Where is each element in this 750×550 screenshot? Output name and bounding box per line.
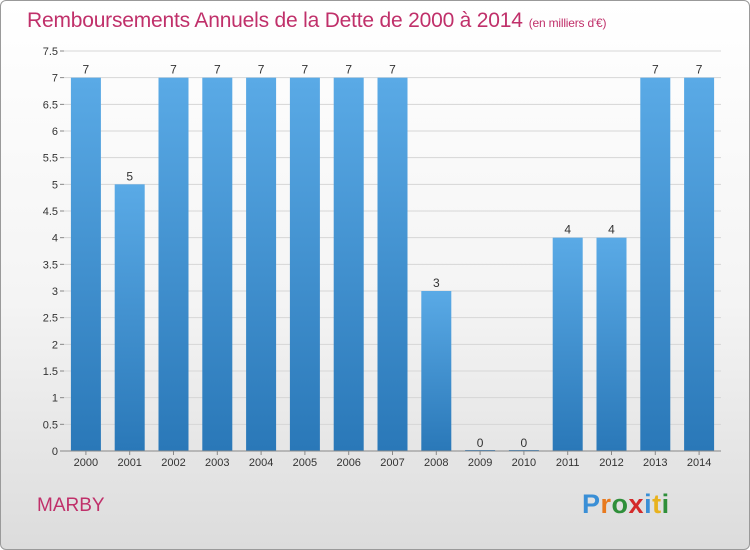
- x-tick-label: 2004: [249, 457, 273, 469]
- x-tick-label: 2014: [687, 457, 711, 469]
- logo-letter: r: [600, 489, 612, 519]
- x-tick-label: 2010: [512, 457, 536, 469]
- x-tick-label: 2008: [424, 457, 448, 469]
- logo-letter: i: [644, 489, 653, 519]
- data-label: 7: [83, 63, 90, 77]
- y-tick-label: 3.5: [43, 259, 58, 271]
- x-tick-label: 2012: [599, 457, 623, 469]
- proxiti-logo[interactable]: Proxiti: [582, 489, 670, 520]
- y-tick-label: 4: [52, 233, 58, 245]
- x-tick-label: 2000: [74, 457, 98, 469]
- logo-letter: o: [611, 489, 629, 519]
- bar: [684, 77, 715, 452]
- y-tick-label: 0.5: [43, 419, 58, 431]
- place-name: MARBY: [37, 495, 105, 516]
- bar: [640, 77, 671, 452]
- data-label: 0: [521, 436, 528, 450]
- bar: [114, 184, 145, 452]
- bar: [70, 77, 101, 452]
- data-label: 5: [126, 169, 133, 183]
- x-tick-label: 2005: [293, 457, 317, 469]
- chart-title: Remboursements Annuels de la Dette de 20…: [27, 9, 606, 33]
- data-label: 0: [477, 436, 484, 450]
- y-tick-label: 2.5: [43, 313, 58, 325]
- x-tick-label: 2013: [643, 457, 667, 469]
- y-tick-label: 1.5: [43, 366, 58, 378]
- x-tick-label: 2001: [117, 457, 141, 469]
- y-tick-label: 3: [52, 286, 58, 298]
- y-tick-label: 6.5: [43, 99, 58, 111]
- data-label: 3: [433, 276, 440, 290]
- x-axis-ticks: 2000 2001 2002 2003 2004 2005 2006 2007 2008 2009…: [74, 451, 711, 469]
- x-tick-label: 2009: [468, 457, 492, 469]
- bar: [158, 77, 189, 452]
- bar: [333, 77, 364, 452]
- y-tick-label: 5.5: [43, 153, 58, 165]
- y-tick-label: 1: [52, 393, 58, 405]
- y-tick-label: 5: [52, 179, 58, 191]
- x-tick-label: 2002: [161, 457, 185, 469]
- y-tick-label: 2: [52, 339, 58, 351]
- logo-letter: t: [652, 489, 662, 519]
- bar: [421, 291, 452, 451]
- x-tick-label: 2003: [205, 457, 229, 469]
- bar: [246, 77, 277, 452]
- logo-letter: x: [628, 489, 645, 519]
- data-label: 7: [389, 63, 396, 77]
- bar: [289, 77, 320, 452]
- data-label: 4: [608, 223, 615, 237]
- x-tick-label: 2006: [336, 457, 360, 469]
- data-label: 4: [564, 223, 571, 237]
- chart-unit: (en milliers d'€): [528, 16, 607, 30]
- data-label: 7: [170, 63, 177, 77]
- y-tick-label: 7.5: [43, 46, 58, 58]
- bar: [377, 77, 408, 452]
- y-tick-label: 6: [52, 126, 58, 138]
- y-axis-ticks: 0 0.5 1 1.5 2 2.5 3 3.5 4 4.5 5 5.5 6 6.5 7 7.5: [43, 46, 64, 458]
- data-label: 7: [345, 63, 352, 77]
- bar: [596, 237, 627, 451]
- data-label: 7: [696, 63, 703, 77]
- y-tick-label: 7: [52, 73, 58, 85]
- logo-letter: P: [582, 489, 601, 519]
- y-tick-label: 0: [52, 446, 58, 458]
- chart-title-text: Remboursements Annuels de la Dette de 20…: [27, 9, 523, 32]
- data-label: 7: [652, 63, 659, 77]
- data-label: 7: [258, 63, 265, 77]
- data-labels: 7 5 7 7 7 7 7 7 3 0 0 4 4 7 7: [83, 63, 703, 450]
- logo-letter: i: [661, 489, 670, 519]
- x-tick-label: 2007: [380, 457, 404, 469]
- bars: [70, 77, 715, 452]
- data-label: 7: [214, 63, 221, 77]
- data-label: 7: [302, 63, 309, 77]
- x-tick-label: 2011: [556, 457, 580, 469]
- y-tick-label: 4.5: [43, 206, 58, 218]
- bar: [202, 77, 233, 452]
- bar: [552, 237, 583, 451]
